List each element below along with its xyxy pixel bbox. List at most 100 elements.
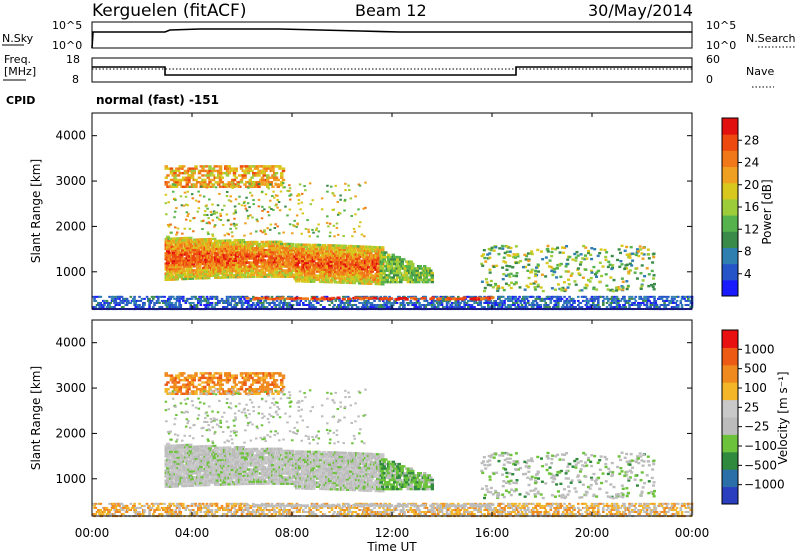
power-cell: [246, 171, 251, 175]
power-cell: [310, 276, 314, 279]
power-cell: [176, 169, 181, 173]
power-cell: [173, 171, 177, 175]
power-cell: [240, 299, 244, 302]
power-cell: [338, 299, 341, 302]
power-cell: [286, 246, 290, 250]
power-cell: [450, 301, 454, 304]
power-cell: [273, 304, 276, 307]
power-cell: [216, 182, 220, 185]
power-cell: [278, 255, 283, 258]
power-cell: [254, 306, 258, 309]
power-cell: [549, 265, 553, 269]
power-cell: [204, 306, 208, 309]
power-cell: [249, 232, 253, 235]
power-cell: [275, 255, 280, 258]
power-cell: [314, 247, 319, 251]
power-cell: [298, 304, 301, 307]
power-cell: [360, 306, 364, 309]
power-cell: [208, 297, 211, 300]
power-cell: [438, 297, 442, 300]
freq-right-tick-top: 60: [706, 53, 720, 66]
power-cell: [179, 306, 183, 309]
power-cell: [617, 301, 620, 304]
power-cell: [319, 252, 323, 255]
power-cell: [320, 250, 325, 253]
power-cell: [560, 297, 564, 300]
power-cell: [153, 295, 156, 298]
power-cell: [457, 295, 460, 298]
power-cell: [226, 274, 230, 277]
power-cell: [188, 265, 193, 268]
power-cell: [290, 253, 295, 256]
power-cell: [443, 306, 446, 309]
power-cell: [371, 274, 376, 277]
power-cell: [255, 218, 259, 221]
power-cell: [500, 244, 504, 248]
power-cell: [432, 301, 435, 304]
power-cell: [194, 185, 198, 188]
power-cell: [217, 245, 221, 249]
power-cell: [166, 260, 170, 263]
power-cell: [561, 251, 565, 254]
power-cell: [480, 280, 484, 283]
power-cell: [203, 210, 207, 213]
power-cell: [205, 268, 209, 272]
power-cell: [328, 244, 332, 247]
power-cell: [260, 183, 265, 186]
power-cell: [558, 264, 562, 267]
power-cell: [489, 279, 493, 283]
power-cell: [94, 295, 98, 298]
power-cell: [170, 249, 175, 253]
power-cell: [387, 274, 391, 277]
power-cell: [488, 271, 492, 274]
power-cell: [569, 274, 573, 277]
power-cell: [628, 256, 632, 259]
power-cell: [281, 182, 285, 185]
power-cell: [170, 274, 175, 277]
power-cell: [532, 306, 535, 309]
power-cell: [440, 301, 444, 304]
power-cell: [305, 261, 310, 265]
power-cell: [381, 267, 385, 270]
power-cell: [457, 299, 460, 302]
power-cell: [190, 176, 195, 179]
power-cell: [211, 174, 216, 177]
power-cell: [507, 297, 510, 300]
power-cell: [316, 262, 320, 265]
power-cell: [311, 199, 314, 202]
power-cell: [197, 264, 202, 268]
power-cell: [261, 231, 264, 234]
power-cell: [571, 258, 575, 261]
power-cell: [188, 263, 193, 266]
power-cell: [233, 259, 238, 263]
power-cell: [216, 204, 220, 207]
power-cell: [514, 261, 518, 265]
power-cell: [683, 295, 686, 298]
power-cell: [355, 299, 359, 302]
power-cell: [167, 241, 172, 245]
power-cell: [540, 299, 544, 302]
power-cell: [227, 183, 231, 186]
power-colorbar-swatch: [722, 134, 738, 151]
power-cell: [472, 295, 475, 298]
power-cell: [233, 261, 238, 265]
power-cell: [511, 266, 515, 269]
power-cell: [380, 283, 385, 286]
power-cell: [519, 259, 523, 263]
power-cell: [212, 210, 216, 213]
power-cell: [185, 176, 189, 179]
power-cell: [384, 251, 388, 254]
power-cell: [500, 299, 504, 302]
power-cell: [215, 243, 220, 247]
power-cell: [595, 295, 599, 298]
power-cell: [514, 245, 518, 248]
power-cell: [372, 306, 375, 309]
power-cell: [280, 244, 284, 248]
power-cell: [347, 273, 352, 276]
power-cell: [633, 271, 637, 274]
power-cell: [576, 267, 580, 270]
power-cell: [213, 224, 217, 227]
power-cell: [164, 304, 168, 307]
power-cell: [320, 268, 325, 271]
power-cell: [172, 306, 175, 309]
